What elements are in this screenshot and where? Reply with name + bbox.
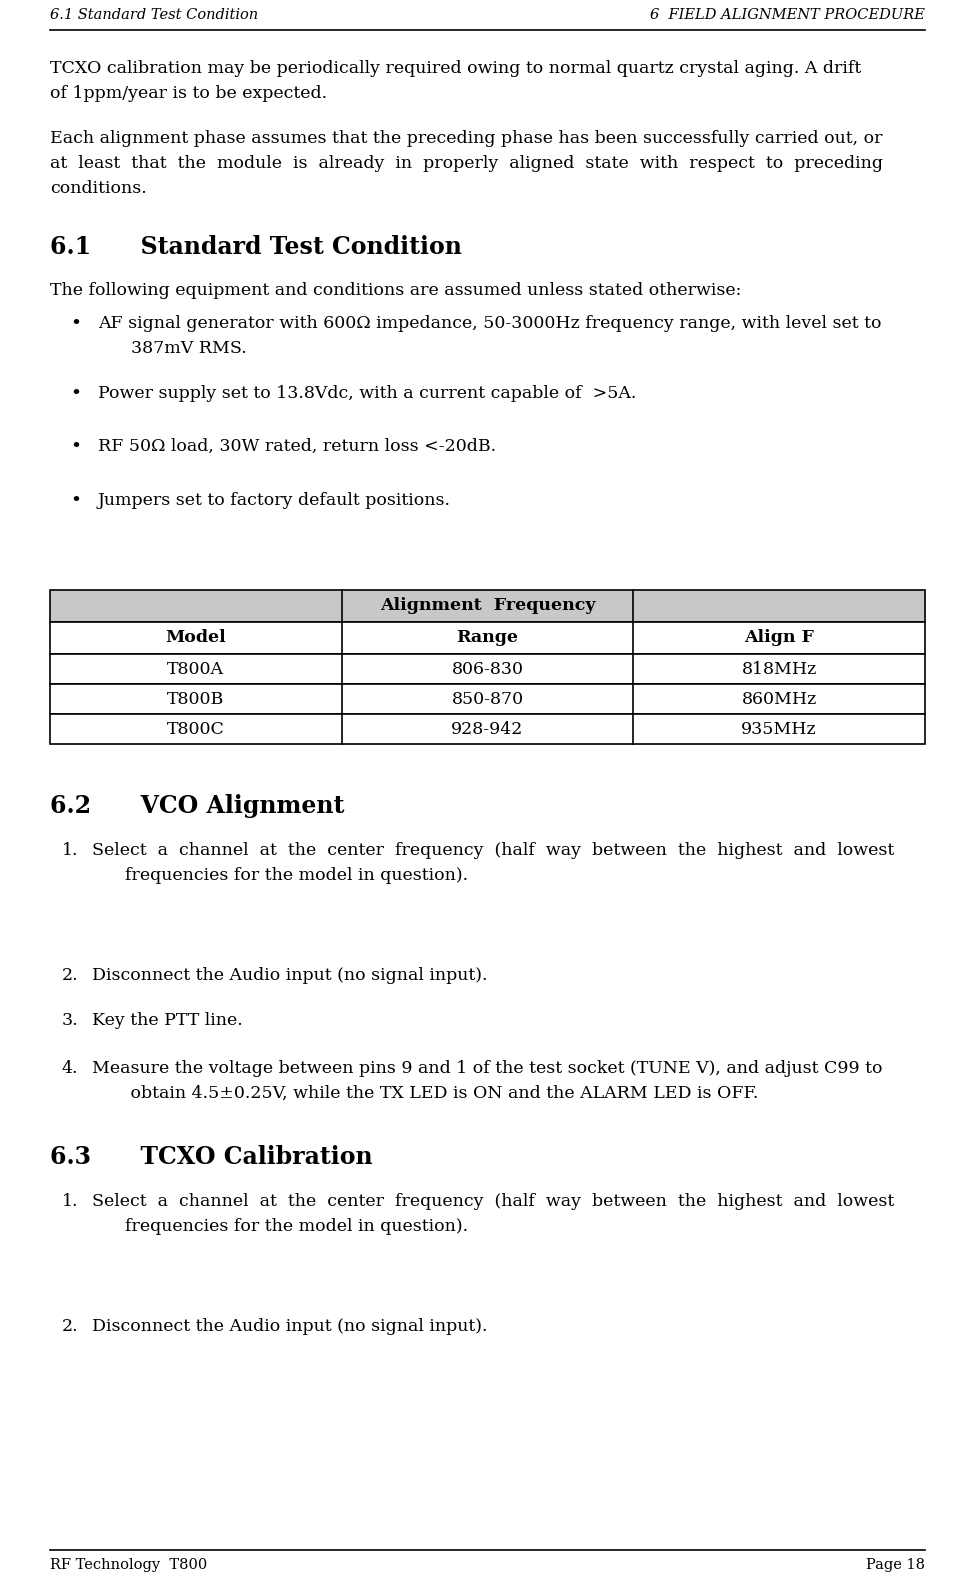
- Text: Power supply set to 13.8Vdc, with a current capable of  >5A.: Power supply set to 13.8Vdc, with a curr…: [98, 386, 637, 401]
- Text: Disconnect the Audio input (no signal input).: Disconnect the Audio input (no signal in…: [92, 967, 487, 984]
- Text: 860MHz: 860MHz: [741, 690, 817, 708]
- Text: Key the PTT line.: Key the PTT line.: [92, 1013, 243, 1029]
- Text: 928-942: 928-942: [452, 720, 523, 738]
- Text: Alignment  Frequency: Alignment Frequency: [380, 597, 595, 615]
- Text: 850-870: 850-870: [452, 690, 523, 708]
- Text: RF 50Ω load, 30W rated, return loss <-20dB.: RF 50Ω load, 30W rated, return loss <-20…: [98, 438, 496, 455]
- FancyBboxPatch shape: [50, 623, 925, 654]
- Text: 1.: 1.: [62, 842, 78, 860]
- Text: TCXO calibration may be periodically required owing to normal quartz crystal agi: TCXO calibration may be periodically req…: [50, 60, 861, 101]
- Text: 806-830: 806-830: [452, 660, 523, 678]
- FancyBboxPatch shape: [50, 654, 925, 684]
- Text: T800C: T800C: [167, 720, 225, 738]
- Text: Align F: Align F: [744, 629, 814, 646]
- Text: 1.: 1.: [62, 1193, 78, 1210]
- Text: Select  a  channel  at  the  center  frequency  (half  way  between  the  highes: Select a channel at the center frequency…: [92, 1193, 894, 1236]
- Text: Page 18: Page 18: [866, 1558, 925, 1572]
- Text: Each alignment phase assumes that the preceding phase has been successfully carr: Each alignment phase assumes that the pr…: [50, 130, 883, 196]
- Text: T800A: T800A: [168, 660, 225, 678]
- Text: T800B: T800B: [168, 690, 225, 708]
- Text: •: •: [70, 491, 81, 510]
- Text: •: •: [70, 386, 81, 403]
- Text: •: •: [70, 314, 81, 333]
- FancyBboxPatch shape: [50, 684, 925, 714]
- Text: 3.: 3.: [62, 1013, 78, 1029]
- Text: Select  a  channel  at  the  center  frequency  (half  way  between  the  highes: Select a channel at the center frequency…: [92, 842, 894, 883]
- Text: 818MHz: 818MHz: [741, 660, 817, 678]
- Text: RF Technology  T800: RF Technology T800: [50, 1558, 207, 1572]
- FancyBboxPatch shape: [50, 714, 925, 744]
- Text: 4.: 4.: [62, 1060, 78, 1078]
- Text: Range: Range: [456, 629, 518, 646]
- Text: Disconnect the Audio input (no signal input).: Disconnect the Audio input (no signal in…: [92, 1318, 487, 1335]
- Text: Model: Model: [166, 629, 226, 646]
- Text: 6.3      TCXO Calibration: 6.3 TCXO Calibration: [50, 1146, 373, 1169]
- Text: 2.: 2.: [62, 967, 78, 984]
- Text: Jumpers set to factory default positions.: Jumpers set to factory default positions…: [98, 491, 451, 509]
- Text: AF signal generator with 600Ω impedance, 50-3000Hz frequency range, with level s: AF signal generator with 600Ω impedance,…: [98, 314, 882, 357]
- Text: 2.: 2.: [62, 1318, 78, 1335]
- Text: 6.2      VCO Alignment: 6.2 VCO Alignment: [50, 795, 344, 818]
- Text: •: •: [70, 438, 81, 457]
- Text: 6.1      Standard Test Condition: 6.1 Standard Test Condition: [50, 235, 462, 259]
- FancyBboxPatch shape: [50, 589, 925, 623]
- Text: Measure the voltage between pins 9 and 1 of the test socket (TUNE V), and adjust: Measure the voltage between pins 9 and 1…: [92, 1060, 883, 1101]
- Text: 935MHz: 935MHz: [741, 720, 817, 738]
- Text: The following equipment and conditions are assumed unless stated otherwise:: The following equipment and conditions a…: [50, 281, 741, 299]
- Text: 6  FIELD ALIGNMENT PROCEDURE: 6 FIELD ALIGNMENT PROCEDURE: [650, 8, 925, 22]
- Text: 6.1 Standard Test Condition: 6.1 Standard Test Condition: [50, 8, 258, 22]
